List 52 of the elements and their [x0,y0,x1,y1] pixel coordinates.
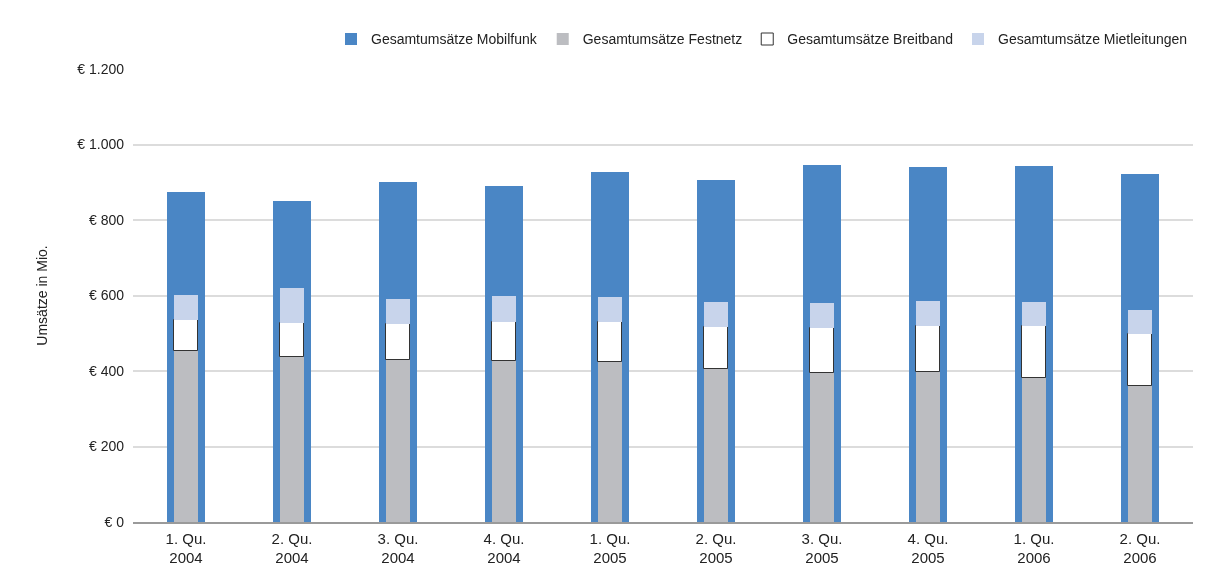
x-tick-label: 4. Qu. 2005 [907,529,949,567]
bar [386,360,410,522]
x-tick-label: 2. Qu. 2006 [1119,529,1161,567]
x-tick-label: 4. Qu. 2004 [483,529,525,567]
x-tick-label: 2. Qu. 2005 [695,529,737,567]
x-tick-label: 3. Qu. 2005 [801,529,843,567]
bar [1022,378,1046,522]
y-tick-label: € 1.000 [77,136,125,153]
bar [1128,386,1152,522]
bar [1127,333,1152,386]
bar [916,372,940,522]
y-tick-label: € 0 [104,513,125,530]
bar [173,319,198,351]
bar [597,321,622,362]
y-tick-label: € 400 [88,362,125,379]
bar [491,321,516,361]
bar [704,369,728,522]
bar [916,301,940,326]
x-tick-label: 3. Qu. 2004 [377,529,419,567]
legend-label: Gesamtumsätze Mobilfunk [371,31,538,48]
x-tick-label: 1. Qu. 2004 [165,529,207,567]
y-tick-label: € 800 [88,211,125,228]
bar [598,362,622,522]
bar [703,326,728,369]
x-tick-label: 1. Qu. 2006 [1013,529,1055,567]
bar [174,351,198,522]
legend-label: Gesamtumsätze Breitband [787,31,953,48]
bar [279,322,304,357]
bar [385,323,410,360]
bar [704,302,728,327]
bar [1128,310,1152,334]
y-axis-title: Umsätze in Mio. [33,245,50,346]
x-tick-label: 1. Qu. 2005 [589,529,631,567]
y-tick-label: € 600 [88,287,125,304]
y-tick-label: € 1.200 [77,60,125,77]
bar [492,296,516,322]
bar [492,361,516,522]
bar [598,297,622,322]
bar [809,327,834,373]
legend-label: Gesamtumsätze Mietleitungen [998,31,1188,48]
bar [1022,302,1046,326]
bar [810,303,834,328]
bar [1021,325,1046,378]
bar [810,373,834,522]
bar [280,288,304,323]
bar [280,357,304,522]
y-tick-label: € 200 [88,438,125,455]
legend-label: Gesamtumsätze Festnetz [582,31,743,48]
bar [386,299,410,324]
bar [174,295,198,320]
x-tick-label: 2. Qu. 2004 [271,529,313,567]
bar [915,325,940,372]
